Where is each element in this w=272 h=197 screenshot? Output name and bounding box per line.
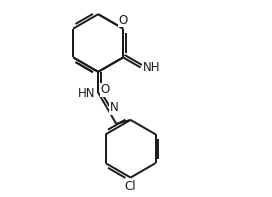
Text: Cl: Cl — [125, 180, 137, 193]
Text: NH: NH — [143, 61, 160, 74]
Text: O: O — [100, 83, 110, 96]
Text: N: N — [110, 101, 118, 114]
Text: O: O — [119, 14, 128, 27]
Text: HN: HN — [78, 87, 95, 100]
